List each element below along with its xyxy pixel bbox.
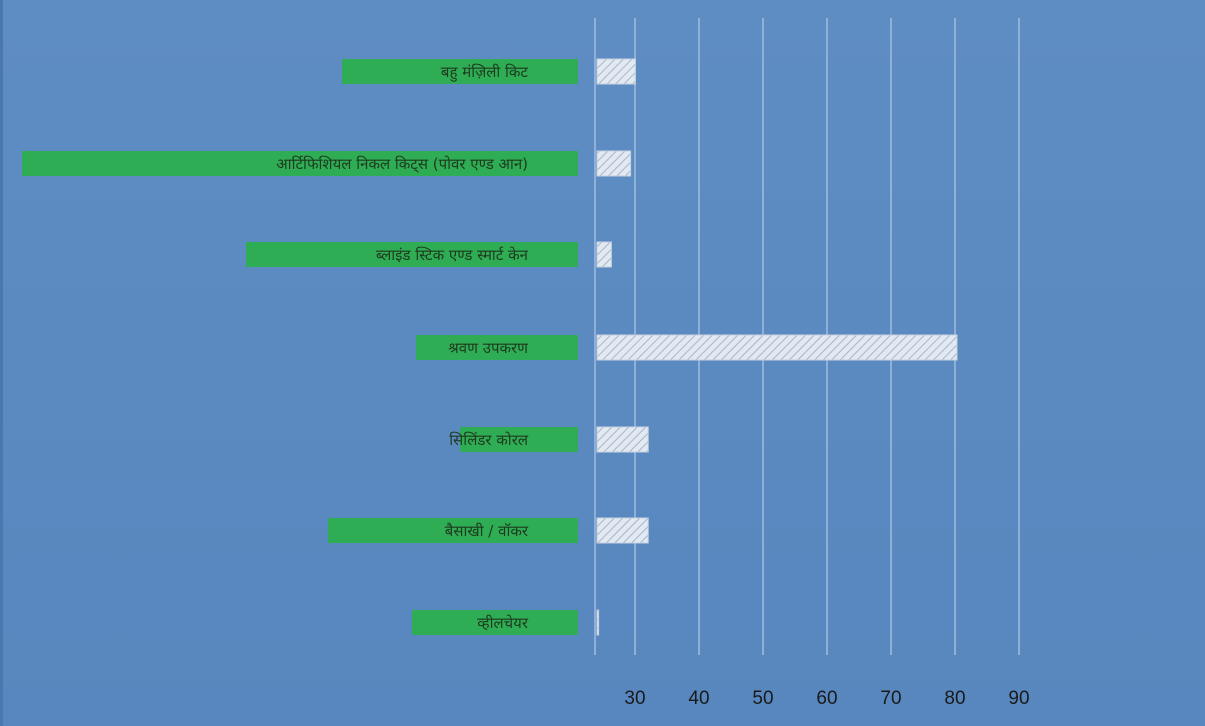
x-tick-label: 90 — [1008, 688, 1029, 709]
category-label: आर्टिफिशियल निकल किट्स (पोवर एण्ड आन) — [22, 151, 578, 176]
category-label: ब्लाइंड स्टिक एण्ड स्मार्ट केन — [246, 242, 578, 267]
bars — [596, 58, 958, 636]
category-label-text: ब्लाइंड स्टिक एण्ड स्मार्ट केन — [376, 246, 529, 264]
category-label-box — [416, 335, 578, 360]
x-tick-label: 30 — [624, 688, 645, 709]
category-label-box — [412, 610, 578, 635]
x-tick-label: 80 — [944, 688, 965, 709]
category-label-box — [22, 151, 578, 176]
category-label-box — [460, 427, 578, 452]
bar — [596, 241, 612, 268]
bar — [596, 334, 958, 361]
category-label-text: श्रवण उपकरण — [448, 339, 529, 357]
category-label-text: व्हीलचेयर — [477, 614, 529, 632]
bar — [596, 517, 649, 544]
category-label-box — [246, 242, 578, 267]
category-label: बहु मंज़िली किट — [342, 59, 578, 84]
category-label-box — [328, 518, 578, 543]
category-label-text: बैसाखी / वॉकर — [445, 522, 529, 540]
bar-chart: बहु मंज़िली किट आर्टिफिशियल निकल किट्स (प… — [22, 18, 1030, 709]
bar — [596, 426, 649, 453]
category-labels: बहु मंज़िली किट आर्टिफिशियल निकल किट्स (प… — [22, 59, 578, 635]
bar — [596, 150, 632, 177]
x-tick-label: 50 — [752, 688, 773, 709]
category-label-text: बहु मंज़िली किट — [441, 63, 529, 82]
x-axis-ticks: 30 40 50 60 70 80 90 — [624, 688, 1029, 709]
x-tick-label: 60 — [816, 688, 837, 709]
category-label: सिलिंडर कोरल — [449, 427, 578, 452]
category-label: व्हीलचेयर — [412, 610, 578, 635]
x-tick-label: 40 — [688, 688, 709, 709]
category-label: बैसाखी / वॉकर — [328, 518, 578, 543]
bar — [596, 58, 636, 85]
x-tick-label: 70 — [880, 688, 901, 709]
category-label-text: आर्टिफिशियल निकल किट्स (पोवर एण्ड आन) — [276, 155, 528, 173]
bar — [596, 609, 600, 636]
category-label-text: सिलिंडर कोरल — [449, 431, 529, 449]
category-label-box — [342, 59, 578, 84]
category-label: श्रवण उपकरण — [416, 335, 578, 360]
